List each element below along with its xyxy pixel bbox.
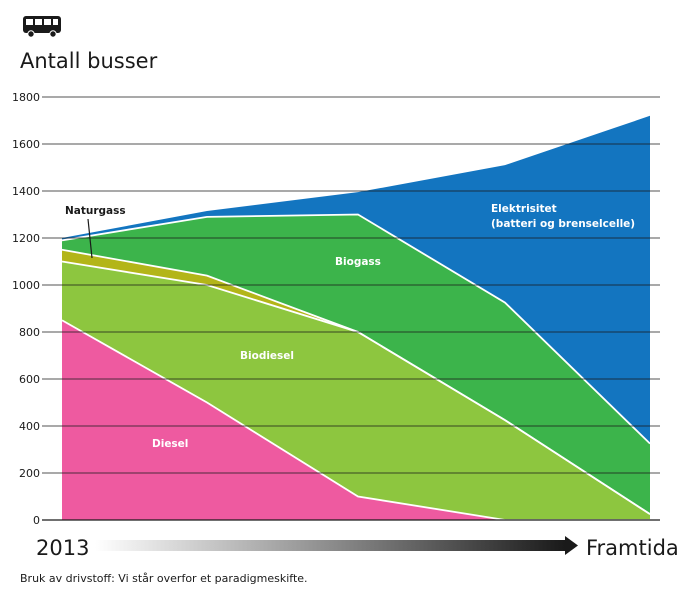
y-tick-1200: 1200	[12, 232, 40, 245]
series-label-naturgass: Naturgass	[65, 205, 126, 217]
plot-areas	[62, 115, 650, 520]
y-tick-1000: 1000	[12, 279, 40, 292]
series-label-biogass: Biogass	[335, 256, 381, 268]
series-label-biodiesel: Biodiesel	[240, 350, 294, 362]
gridlines	[42, 96, 660, 521]
area-diesel	[62, 320, 650, 520]
series-label-elektrisitet-line2: (batteri og brenselcelle)	[491, 218, 635, 230]
x-start-label: 2013	[36, 536, 89, 560]
naturgass-callout-line	[87, 218, 93, 259]
y-tick-labels: 0 200 400 600 800 1000 1200 1400 1600 1800	[12, 91, 40, 527]
y-tick-800: 800	[19, 326, 40, 339]
series-label-elektrisitet: Elektrisitet	[491, 203, 557, 215]
y-tick-0: 0	[33, 514, 40, 527]
series-label-diesel: Diesel	[152, 438, 188, 450]
separator-biogass	[61, 213, 651, 445]
area-biodiesel	[62, 261, 650, 520]
x-end-label: Framtida	[586, 536, 679, 560]
area-biogass	[62, 214, 650, 515]
y-tick-1600: 1600	[12, 138, 40, 151]
area-elektrisitet	[62, 115, 650, 444]
time-arrow-shaft	[95, 540, 565, 551]
time-arrow-head	[565, 536, 578, 555]
caption: Bruk av drivstoff: Vi står overfor et pa…	[20, 572, 308, 585]
y-tick-200: 200	[19, 467, 40, 480]
y-tick-1400: 1400	[12, 185, 40, 198]
y-tick-1800: 1800	[12, 91, 40, 104]
bus-icon	[23, 16, 61, 38]
y-axis-label: Antall busser	[20, 49, 158, 73]
y-tick-400: 400	[19, 420, 40, 433]
y-tick-600: 600	[19, 373, 40, 386]
